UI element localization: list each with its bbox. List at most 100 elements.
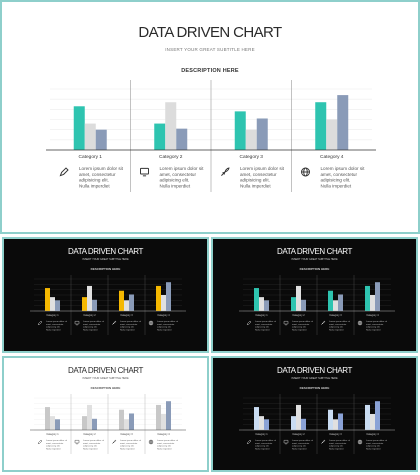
category-label: Category 4 [366,433,379,436]
category-label: Category 2 [83,314,96,317]
thumbnail-subtitle: INSERT YOUR GREAT SUBTITLE HERE [291,258,338,261]
description-line: Lorem ipsum dolor sit [157,320,178,323]
description-line: Lorem ipsum dolor sit [292,320,313,323]
description-line: amet, consectetur [240,172,277,177]
category-description: Lorem ipsum dolor sit amet, consectetur ad… [46,320,67,331]
thumbnail-subtitle: INSERT YOUR GREAT SUBTITLE HERE [82,258,129,261]
description-line: amet, consectetur [79,172,116,177]
category-description: Lorem ipsum dolor sit amet, consectetur ad… [329,439,350,450]
description-line: Nulla imperdiet [240,183,271,188]
description-line: Nulla imperdiet [83,447,98,450]
description-line: Nulla imperdiet [329,328,344,331]
description-line: amet, consectetur [160,172,197,177]
description-line: amet, consectetur [46,442,64,445]
description-line: adipisicing elit. [255,326,270,329]
bar [234,111,246,150]
bar [50,416,55,430]
description-line: Lorem ipsum dolor sit [120,439,141,442]
bar [87,404,92,430]
description-line: Lorem ipsum dolor sit [329,320,350,323]
category-description: Lorem ipsum dolor sit amet, consectetur ad… [157,439,178,450]
bar [45,288,50,311]
bar [291,416,296,430]
rocket-icon [321,439,326,444]
category-description: Lorem ipsum dolor sit amet, consectetur ad… [83,320,104,331]
category-label: Category 3 [329,433,342,436]
monitor-icon [74,320,80,326]
bar [92,299,97,311]
thumbnail-subtitle: INSERT YOUR GREAT SUBTITLE HERE [291,377,338,380]
description-line: Lorem ipsum dolor sit [255,320,276,323]
category-description: Lorem ipsum dolor sit amet, consectetur ad… [157,320,178,331]
slide-title: DATA DRIVEN CHART [138,24,282,41]
bar [119,409,124,430]
bar [176,128,188,150]
description-line: Lorem ipsum dolor sit [321,166,366,171]
bar [333,300,338,311]
bar [259,416,264,430]
description-line: Lorem ipsum dolor sit [83,320,104,323]
category-label: Category 3 [120,314,133,317]
description-heading: DESCRIPTION HERE [181,68,239,74]
bar [375,401,380,430]
monitor-icon [283,439,289,445]
description-line: Lorem ipsum dolor sit [157,439,178,442]
category-description: Lorem ipsum dolor sit amet, consectetur ad… [329,320,350,331]
description-line: Nulla imperdiet [79,183,110,188]
description-line: Nulla imperdiet [160,183,191,188]
bar [156,404,161,430]
category-description: Lorem ipsum dolor sit amet, consectetur ad… [120,439,141,450]
bar [161,414,166,430]
description-line: Lorem ipsum dolor sit [329,439,350,442]
bar [45,407,50,430]
description-line: amet, consectetur [157,442,175,445]
bar [328,290,333,311]
description-line: adipisicing elit. [83,445,98,448]
description-line: Lorem ipsum dolor sit [83,439,104,442]
main-slide: DATA DRIVEN CHART INSERT YOUR GREAT SUBT… [0,0,420,234]
description-line: Nulla imperdiet [157,328,172,331]
description-line: amet, consectetur [292,442,310,445]
thumbnail-title: DATA DRIVEN CHART [68,366,143,375]
thumbnail-description-heading: DESCRIPTION HERE [299,267,330,271]
category-description: Lorem ipsum dolor sit amet, consectetur ad… [255,439,276,450]
description-line: amet, consectetur [321,172,358,177]
rocket-icon [112,320,117,325]
category-label: Category 3 [120,433,133,436]
description-line: Lorem ipsum dolor sit [292,439,313,442]
bar [370,414,375,430]
category-description: Lorem ipsum dolor sit amet, consectetur ad… [292,439,313,450]
rocket-icon [112,439,117,444]
category-label: Category 4 [320,154,344,160]
description-line: Nulla imperdiet [292,447,307,450]
bar [254,288,259,311]
bar [333,419,338,430]
bar [338,413,343,430]
thumbnail-slide-blue[interactable]: Category 1 Lorem ipsum dolor sit amet, con… [211,356,418,472]
description-line: adipisicing elit. [292,445,307,448]
bar [291,297,296,311]
description-line: amet, consectetur [329,442,347,445]
description-line: amet, consectetur [120,323,138,326]
thumbnail-slide-gold[interactable]: Category 1 Lorem ipsum dolor sit amet, con… [2,237,209,353]
description-line: Nulla imperdiet [46,447,61,450]
bar [375,282,380,311]
description-line: amet, consectetur [255,323,273,326]
bar [129,413,134,430]
bar [82,297,87,311]
bar [326,119,338,150]
monitor-icon [74,439,80,445]
category-label: Category 4 [157,314,170,317]
thumbnail-subtitle: INSERT YOUR GREAT SUBTITLE HERE [82,377,129,380]
pencil-icon [37,439,43,445]
bar [264,300,269,311]
description-line: adipisicing elit. [329,326,344,329]
thumbnail-slide-teal[interactable]: Category 1 Lorem ipsum dolor sit amet, con… [211,237,418,353]
bar [365,285,370,311]
globe-icon [301,167,310,177]
thumbnail-slide-grey[interactable]: Category 1 Lorem ipsum dolor sit amet, con… [2,356,209,472]
description-line: adipisicing elit. [120,445,135,448]
